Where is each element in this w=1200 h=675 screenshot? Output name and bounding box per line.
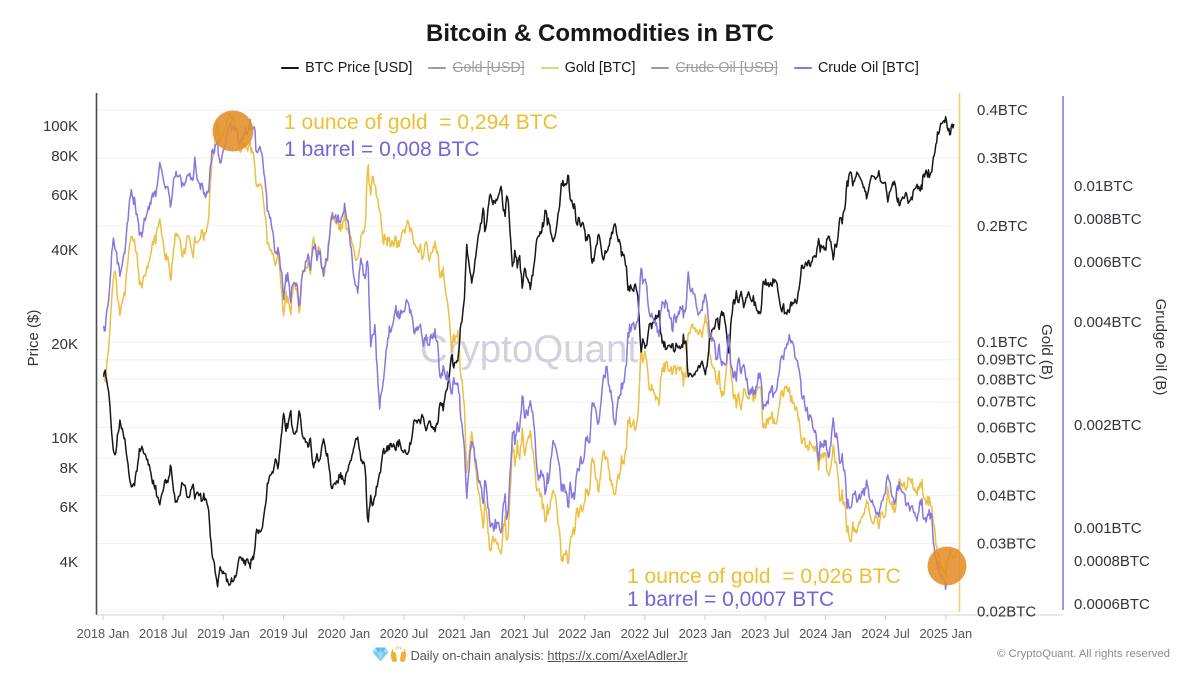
svg-text:0.006BTC: 0.006BTC [1074,254,1142,271]
svg-text:Grudge Oil (B): Grudge Oil (B) [1152,299,1169,396]
svg-text:10K: 10K [51,430,78,447]
svg-text:2022 Jan: 2022 Jan [558,626,611,641]
svg-text:0.004BTC: 0.004BTC [1074,314,1142,331]
svg-text:2019 Jan: 2019 Jan [197,626,250,641]
svg-text:0.07BTC: 0.07BTC [977,394,1036,411]
svg-text:1 barrel = 0,008 BTC: 1 barrel = 0,008 BTC [284,138,480,161]
svg-text:2021 Jul: 2021 Jul [500,626,548,641]
svg-text:6K: 6K [60,499,78,516]
svg-text:0.09BTC: 0.09BTC [977,352,1036,369]
svg-text:0.3BTC: 0.3BTC [977,150,1028,167]
svg-text:0.001BTC: 0.001BTC [1074,520,1142,537]
svg-text:2018 Jul: 2018 Jul [139,626,187,641]
svg-text:0.4BTC: 0.4BTC [977,102,1028,119]
svg-text:CryptoQuant: CryptoQuant [420,328,639,371]
svg-text:2021 Jan: 2021 Jan [438,626,491,641]
svg-text:Gold (B): Gold (B) [1038,324,1055,380]
svg-text:2025 Jan: 2025 Jan [919,626,972,641]
svg-text:80K: 80K [51,148,78,165]
svg-text:0.2BTC: 0.2BTC [977,218,1028,235]
svg-text:0.02BTC: 0.02BTC [977,603,1036,620]
svg-text:2018 Jan: 2018 Jan [77,626,130,641]
svg-text:2024 Jul: 2024 Jul [861,626,909,641]
svg-text:2022 Jul: 2022 Jul [621,626,669,641]
svg-text:1 ounce of gold = 0,026 BTC: 1 ounce of gold = 0,026 BTC [627,565,901,588]
svg-text:2020 Jul: 2020 Jul [380,626,428,641]
svg-text:40K: 40K [51,242,78,259]
svg-text:0.01BTC: 0.01BTC [1074,178,1133,195]
svg-text:1 ounce of gold = 0,294 BTC: 1 ounce of gold = 0,294 BTC [284,111,558,134]
svg-text:0.0008BTC: 0.0008BTC [1074,553,1150,570]
svg-text:0.008BTC: 0.008BTC [1074,211,1142,228]
svg-text:1 barrel = 0,0007 BTC: 1 barrel = 0,0007 BTC [627,588,834,611]
svg-text:0.06BTC: 0.06BTC [977,420,1036,437]
svg-text:2023 Jul: 2023 Jul [741,626,789,641]
svg-text:2024 Jan: 2024 Jan [799,626,852,641]
svg-text:0.05BTC: 0.05BTC [977,450,1036,467]
svg-text:20K: 20K [51,336,78,353]
svg-text:0.03BTC: 0.03BTC [977,536,1036,553]
svg-text:60K: 60K [51,187,78,204]
svg-text:4K: 4K [60,554,78,571]
svg-text:2019 Jul: 2019 Jul [259,626,307,641]
svg-text:100K: 100K [43,118,78,135]
svg-text:2023 Jan: 2023 Jan [679,626,732,641]
svg-text:0.002BTC: 0.002BTC [1074,417,1142,434]
svg-text:0.0006BTC: 0.0006BTC [1074,596,1150,613]
svg-text:0.04BTC: 0.04BTC [977,487,1036,504]
svg-text:Price ($): Price ($) [25,310,42,367]
svg-text:0.1BTC: 0.1BTC [977,334,1028,351]
svg-text:0.08BTC: 0.08BTC [977,371,1036,388]
svg-text:8K: 8K [60,460,78,477]
svg-text:2020 Jan: 2020 Jan [317,626,370,641]
